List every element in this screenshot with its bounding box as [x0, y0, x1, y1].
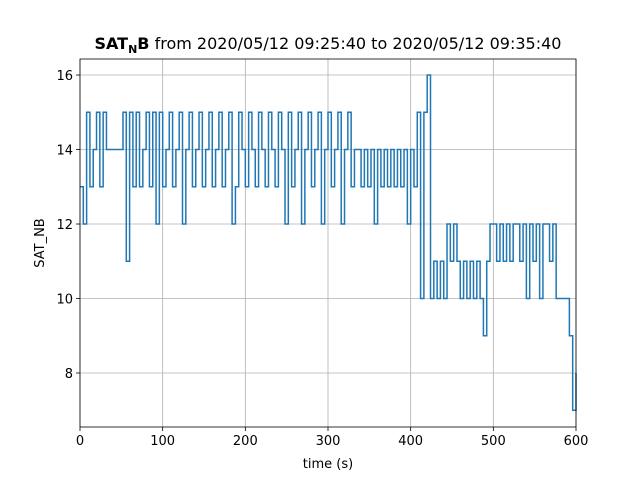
y-tick-label: 14 [56, 144, 73, 159]
x-tick-label: 500 [481, 434, 506, 449]
y-tick-label: 10 [56, 292, 73, 307]
y-tick-label: 12 [56, 218, 73, 233]
title-part: from 2020/05/12 09:25:40 to 2020/05/12 0… [155, 34, 562, 53]
x-tick-label: 200 [233, 434, 258, 449]
plot-frame [79, 58, 577, 428]
y-tick-label: 8 [65, 367, 73, 382]
data-line [80, 74, 577, 411]
x-tick-label: 0 [76, 434, 84, 449]
y-axis-label: SAT_NB [33, 218, 48, 267]
x-tick-label: 300 [316, 434, 341, 449]
x-tick-label: 100 [150, 434, 175, 449]
chart-title: SATNB from 2020/05/12 09:25:40 to 2020/0… [95, 34, 562, 56]
x-tick-label: 600 [564, 434, 589, 449]
title-sub: N [128, 43, 137, 56]
title-part: B [137, 34, 149, 53]
x-tick-label: 400 [398, 434, 423, 449]
title-part: SAT [95, 34, 129, 53]
x-axis-label: time (s) [303, 457, 353, 472]
y-tick-label: 16 [56, 69, 73, 84]
